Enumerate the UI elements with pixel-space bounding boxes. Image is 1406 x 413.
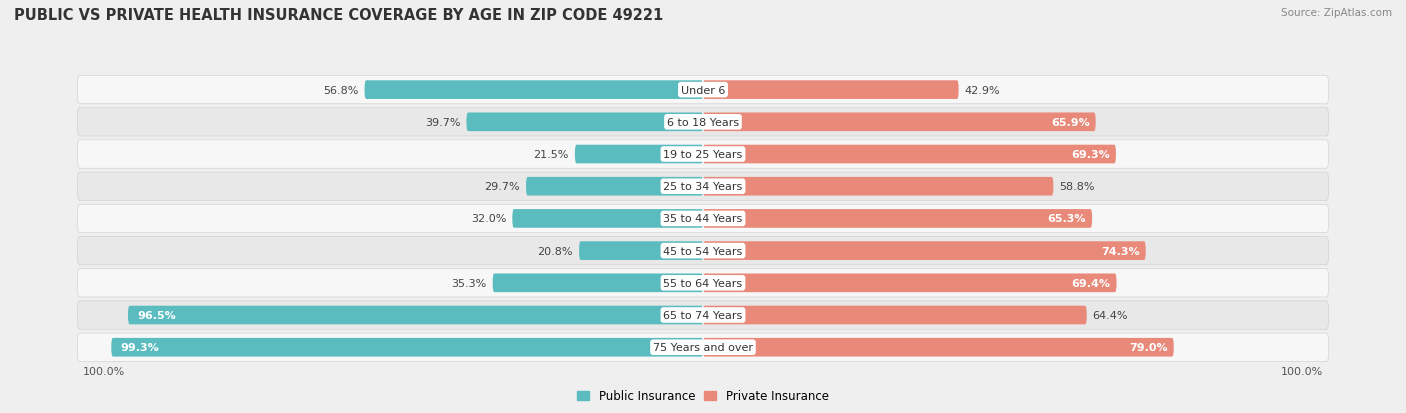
Text: 58.8%: 58.8% [1059,182,1095,192]
Text: 55 to 64 Years: 55 to 64 Years [664,278,742,288]
FancyBboxPatch shape [467,113,703,132]
Text: 42.9%: 42.9% [965,85,1000,95]
Text: 35.3%: 35.3% [451,278,486,288]
Text: 6 to 18 Years: 6 to 18 Years [666,118,740,128]
FancyBboxPatch shape [111,338,703,357]
Text: PUBLIC VS PRIVATE HEALTH INSURANCE COVERAGE BY AGE IN ZIP CODE 49221: PUBLIC VS PRIVATE HEALTH INSURANCE COVER… [14,8,664,23]
Text: 100.0%: 100.0% [83,366,125,376]
FancyBboxPatch shape [703,178,1053,196]
FancyBboxPatch shape [575,145,703,164]
FancyBboxPatch shape [703,113,1095,132]
Text: 45 to 54 Years: 45 to 54 Years [664,246,742,256]
Text: 65.3%: 65.3% [1047,214,1087,224]
FancyBboxPatch shape [77,237,1329,265]
FancyBboxPatch shape [512,209,703,228]
FancyBboxPatch shape [77,76,1329,104]
Text: 25 to 34 Years: 25 to 34 Years [664,182,742,192]
Text: 56.8%: 56.8% [323,85,359,95]
Text: Under 6: Under 6 [681,85,725,95]
Text: 29.7%: 29.7% [485,182,520,192]
FancyBboxPatch shape [703,338,1174,357]
Text: 39.7%: 39.7% [425,118,461,128]
FancyBboxPatch shape [703,81,959,100]
FancyBboxPatch shape [364,81,703,100]
FancyBboxPatch shape [128,306,703,325]
Text: 65 to 74 Years: 65 to 74 Years [664,310,742,320]
Text: 75 Years and over: 75 Years and over [652,342,754,352]
FancyBboxPatch shape [703,242,1146,260]
Text: 64.4%: 64.4% [1092,310,1128,320]
Text: 20.8%: 20.8% [537,246,574,256]
FancyBboxPatch shape [703,306,1087,325]
Text: 96.5%: 96.5% [136,310,176,320]
FancyBboxPatch shape [703,145,1116,164]
FancyBboxPatch shape [77,140,1329,169]
FancyBboxPatch shape [579,242,703,260]
Text: 74.3%: 74.3% [1101,246,1140,256]
Text: 99.3%: 99.3% [121,342,159,352]
Text: 69.4%: 69.4% [1071,278,1111,288]
Text: 35 to 44 Years: 35 to 44 Years [664,214,742,224]
Text: Source: ZipAtlas.com: Source: ZipAtlas.com [1281,8,1392,18]
FancyBboxPatch shape [77,269,1329,297]
FancyBboxPatch shape [492,274,703,292]
FancyBboxPatch shape [526,178,703,196]
FancyBboxPatch shape [77,173,1329,201]
Legend: Public Insurance, Private Insurance: Public Insurance, Private Insurance [572,385,834,407]
Text: 32.0%: 32.0% [471,214,506,224]
FancyBboxPatch shape [77,108,1329,137]
Text: 21.5%: 21.5% [533,150,569,160]
FancyBboxPatch shape [703,209,1092,228]
FancyBboxPatch shape [703,274,1116,292]
FancyBboxPatch shape [77,205,1329,233]
FancyBboxPatch shape [77,301,1329,330]
Text: 100.0%: 100.0% [1281,366,1323,376]
FancyBboxPatch shape [77,333,1329,361]
Text: 65.9%: 65.9% [1050,118,1090,128]
Text: 79.0%: 79.0% [1129,342,1168,352]
Text: 19 to 25 Years: 19 to 25 Years [664,150,742,160]
Text: 69.3%: 69.3% [1071,150,1109,160]
